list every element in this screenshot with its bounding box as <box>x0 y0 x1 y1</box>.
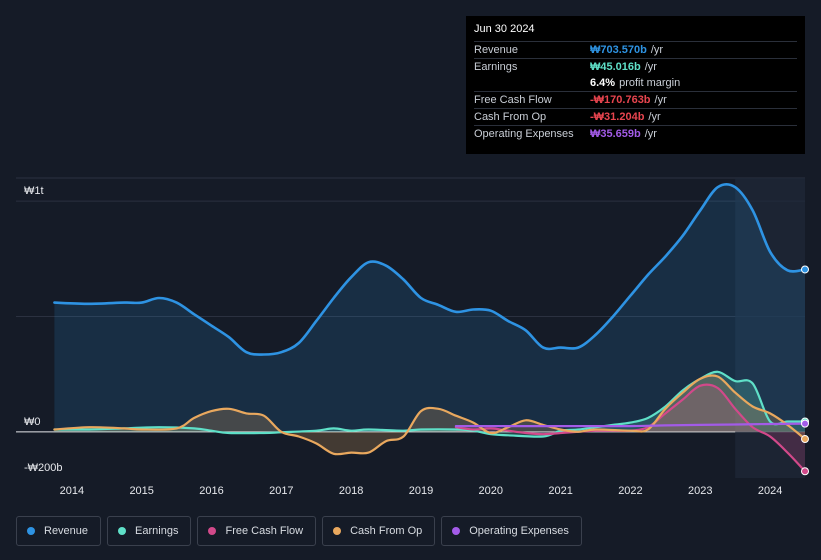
tooltip-value: ₩35.659b <box>590 128 641 140</box>
tooltip-value: ₩703.570b <box>590 44 647 56</box>
x-tick-label: 2017 <box>269 485 293 497</box>
tooltip-value: -₩31.204b <box>590 111 645 123</box>
grid-lines <box>16 177 805 433</box>
endpoint-free-cash-flow <box>801 467 809 476</box>
tooltip-label: Earnings <box>474 61 518 73</box>
tooltip-unit: /yr <box>644 128 657 140</box>
tooltip-unit: /yr <box>654 94 667 106</box>
tooltip-date: Jun 30 2024 <box>474 23 535 35</box>
series-areas <box>54 184 805 472</box>
area-free-cash-flow <box>455 384 805 472</box>
x-tick-label: 2016 <box>199 485 223 497</box>
legend-dot-icon <box>118 527 127 535</box>
x-tick-label: 2019 <box>409 485 433 497</box>
tooltip-unit: profit margin <box>619 77 681 89</box>
tooltip-label <box>474 75 590 91</box>
line-operating-expenses <box>454 422 807 428</box>
x-tick-label: 2021 <box>548 485 572 497</box>
chart-legend: Revenue Earnings Free Cash Flow Cash Fro… <box>16 516 582 546</box>
tooltip-value: ₩45.016b <box>590 61 641 73</box>
tooltip-unit: /yr <box>650 44 664 56</box>
tooltip-label: Revenue <box>474 44 519 56</box>
x-tick-label: 2014 <box>60 485 84 497</box>
legend-item-cash-from-op[interactable]: Cash From Op <box>322 516 436 546</box>
area-revenue <box>54 184 805 432</box>
legend-label: Earnings <box>135 525 179 537</box>
area-cash-from-op <box>54 375 805 455</box>
tooltip-unit: /yr <box>648 111 661 123</box>
y-tick-label: ₩1t <box>24 185 44 197</box>
legend-label: Cash From Op <box>350 525 423 537</box>
x-tick-label: 2023 <box>688 485 712 497</box>
legend-item-free-cash-flow[interactable]: Free Cash Flow <box>197 516 317 546</box>
x-tick-label: 2015 <box>129 485 153 497</box>
y-axis-ticks: ₩1t ₩0 -₩200b <box>24 185 63 474</box>
legend-item-operating-expenses[interactable]: Operating Expenses <box>441 516 582 546</box>
y-tick-label: ₩0 <box>24 416 41 428</box>
tooltip-label: Cash From Op <box>474 111 547 123</box>
tooltip-row-revenue: Revenue ₩703.570b /yr <box>474 41 797 58</box>
legend-label: Revenue <box>44 525 89 537</box>
tooltip-row-opex: Operating Expenses ₩35.659b /yr <box>474 125 797 142</box>
tooltip-row-fcf: Free Cash Flow -₩170.763b /yr <box>474 91 797 108</box>
legend-item-earnings[interactable]: Earnings <box>107 516 192 546</box>
tooltip-row-margin: 6.4% profit margin <box>474 75 797 91</box>
tooltip-label: Operating Expenses <box>474 128 574 140</box>
tooltip-unit: /yr <box>644 61 657 73</box>
endpoint-revenue <box>801 265 809 274</box>
series-endpoints <box>801 265 809 476</box>
tooltip-value: -₩170.763b <box>590 94 651 106</box>
x-tick-label: 2022 <box>618 485 642 497</box>
tooltip-row-cfo: Cash From Op -₩31.204b /yr <box>474 108 797 125</box>
legend-dot-icon <box>333 527 342 535</box>
y-tick-label: -₩200b <box>24 462 63 474</box>
legend-label: Operating Expenses <box>469 525 569 537</box>
x-tick-label: 2024 <box>758 485 782 497</box>
series-lines <box>53 183 807 473</box>
x-tick-label: 2018 <box>339 485 363 497</box>
past-year-highlight <box>735 178 805 478</box>
line-cash-from-op <box>53 374 807 456</box>
tooltip-row-earnings: Earnings ₩45.016b /yr <box>474 58 797 75</box>
data-tooltip: Jun 30 2024 Revenue ₩703.570b /yr Earnin… <box>466 16 805 154</box>
endpoint-operating-expenses <box>801 419 809 428</box>
tooltip-label: Free Cash Flow <box>474 94 552 106</box>
legend-label: Free Cash Flow <box>225 525 304 537</box>
legend-item-revenue[interactable]: Revenue <box>16 516 102 546</box>
x-tick-label: 2020 <box>479 485 503 497</box>
legend-dot-icon <box>27 527 35 535</box>
area-earnings <box>54 371 805 437</box>
endpoint-cash-from-op <box>801 435 809 444</box>
tooltip-value: 6.4% <box>590 77 616 89</box>
legend-dot-icon <box>452 527 461 535</box>
line-revenue <box>53 183 807 356</box>
legend-dot-icon <box>208 527 217 535</box>
x-axis-ticks: 2014 2015 2016 2017 2018 2019 2020 2021 2022 2023… <box>60 485 783 497</box>
